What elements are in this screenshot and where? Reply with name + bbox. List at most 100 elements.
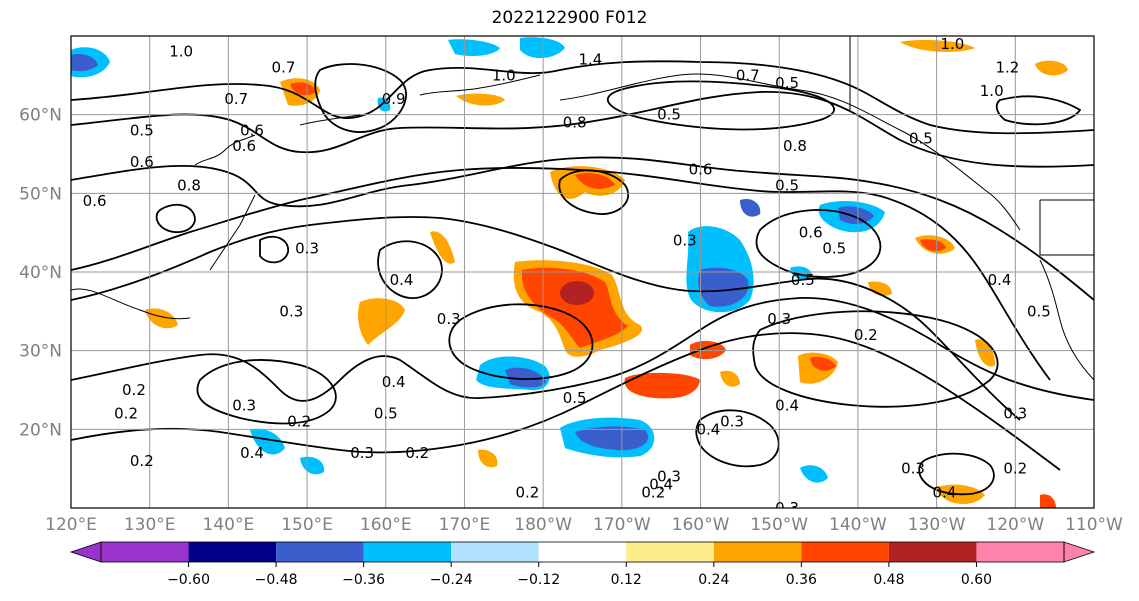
colorbar-level-label: −0.36 [342, 572, 385, 588]
contour-lines [71, 60, 1094, 496]
contour-label: 0.3 [657, 468, 681, 486]
contour-label: 0.2 [122, 381, 146, 399]
lon-tick-label: 120°E [45, 515, 97, 535]
colorbar-segment [363, 542, 452, 562]
contour-label: 0.5 [822, 239, 846, 257]
contour-label: 0.4 [240, 444, 264, 462]
contour-label: 1.0 [940, 35, 964, 53]
contour-label: 0.4 [696, 420, 720, 438]
contour-label: 0.6 [232, 137, 256, 155]
contour-label: 0.2 [114, 405, 138, 423]
colorbar-level-label: −0.12 [517, 572, 560, 588]
contour-label: 1.0 [980, 82, 1004, 100]
lat-tick-label: 50°N [19, 184, 62, 204]
contour-label: 0.3 [775, 499, 799, 517]
contour-label: 0.4 [649, 475, 673, 493]
contour-label: 0.3 [720, 412, 744, 430]
coastlines [71, 36, 1094, 381]
contour-label: 0.5 [791, 271, 815, 289]
contour-label: 0.3 [901, 460, 925, 478]
longitude-axis: 120°E 130°E 140°E 150°E 160°E 170°E 180°W 170°W… [45, 515, 1123, 535]
contour-label: 0.4 [382, 373, 406, 391]
contour-label: 0.7 [736, 66, 760, 84]
contour-label: 0.6 [83, 192, 107, 210]
contour-label: 0.5 [563, 389, 587, 407]
lat-tick-label: 40°N [19, 263, 62, 283]
gridlines [71, 36, 1094, 508]
contour-label: 0.2 [515, 483, 539, 501]
contour-label: 0.5 [657, 106, 681, 124]
contour-label: 0.3 [1003, 405, 1027, 423]
colorbar-extend-high [1063, 541, 1096, 563]
contour-label: 0.5 [909, 129, 933, 147]
colorbar-segment [101, 542, 189, 562]
contour-label: 0.3 [437, 310, 461, 328]
colorbar-level-label: 0.36 [786, 572, 817, 588]
contour-label: 0.6 [689, 161, 713, 179]
colorbar-segment [626, 542, 714, 562]
latitude-axis: 20°N 30°N 40°N 50°N 60°N [19, 106, 62, 441]
contour-label: 0.9 [382, 90, 406, 108]
lon-tick-label: 170°W [593, 515, 651, 535]
lat-tick-label: 60°N [19, 106, 62, 126]
contour-label: 0.6 [240, 121, 264, 139]
contour-label: 0.3 [350, 444, 374, 462]
lon-tick-label: 110°W [1065, 515, 1123, 535]
colorbar-outline [100, 541, 1065, 563]
lon-tick-label: 140°W [829, 515, 887, 535]
contour-label: 0.8 [563, 114, 587, 132]
contour-label: 0.3 [673, 232, 697, 250]
contour-label: 0.3 [279, 302, 303, 320]
colorbar-level-label: 0.24 [698, 572, 729, 588]
colorbar-segment [451, 542, 539, 562]
contour-label: 1.0 [492, 66, 516, 84]
contour-label: 0.2 [130, 452, 154, 470]
map-title: 2022122900 F012 [491, 8, 648, 28]
anomaly-shading [71, 37, 1068, 508]
colorbar-level-label: 0.12 [611, 572, 642, 588]
contour-label: 0.6 [799, 224, 823, 242]
contour-label: 0.4 [933, 483, 957, 501]
lon-tick-label: 170°E [439, 515, 491, 535]
colorbar-segment [976, 542, 1064, 562]
contour-labels: 0.70.71.00.50.60.80.60.60.60.30.40.3 0.30… [83, 35, 1051, 517]
contour-label: 0.5 [775, 74, 799, 92]
contour-label: 0.6 [130, 153, 154, 171]
lon-tick-label: 130°E [124, 515, 176, 535]
contour-label: 0.8 [177, 176, 201, 194]
contour-label: 0.4 [390, 271, 414, 289]
lat-tick-label: 30°N [19, 342, 62, 362]
contour-label: 0.3 [295, 239, 319, 257]
contour-label: 0.3 [767, 310, 791, 328]
contour-label: 1.0 [169, 43, 193, 61]
colorbar-level-label: 0.60 [961, 572, 992, 588]
contour-label: 0.2 [1003, 460, 1027, 478]
colorbar-segment [188, 542, 277, 562]
lon-tick-label: 130°W [908, 515, 966, 535]
contour-label: 0.8 [783, 137, 807, 155]
colorbar-extend-low [69, 541, 102, 563]
contour-label: 1.2 [996, 58, 1020, 76]
contour-label: 0.4 [988, 271, 1012, 289]
colorbar-segment [801, 542, 889, 562]
lon-tick-label: 160°E [360, 515, 412, 535]
contour-label: 0.5 [775, 176, 799, 194]
colorbar-level-label: −0.48 [255, 572, 298, 588]
lon-tick-label: 160°W [672, 515, 730, 535]
contour-label: 0.3 [232, 397, 256, 415]
contour-label: 0.2 [641, 483, 665, 501]
contour-label: 0.5 [130, 121, 154, 139]
colorbar: −0.60 −0.48 −0.36 −0.24 −0.12 0.12 0.24 0.36 0.4… [69, 541, 1096, 588]
contour-label: 0.7 [224, 90, 248, 108]
lon-tick-label: 150°W [750, 515, 808, 535]
colorbar-segment [888, 542, 977, 562]
contour-label: 0.2 [405, 444, 429, 462]
contour-label: 0.4 [775, 397, 799, 415]
colorbar-segment [713, 542, 802, 562]
contour-label: 0.5 [1027, 302, 1051, 320]
contour-label: 0.2 [287, 412, 311, 430]
lon-tick-label: 120°W [986, 515, 1044, 535]
contour-label: 0.7 [272, 58, 296, 76]
colorbar-level-label: −0.24 [430, 572, 473, 588]
